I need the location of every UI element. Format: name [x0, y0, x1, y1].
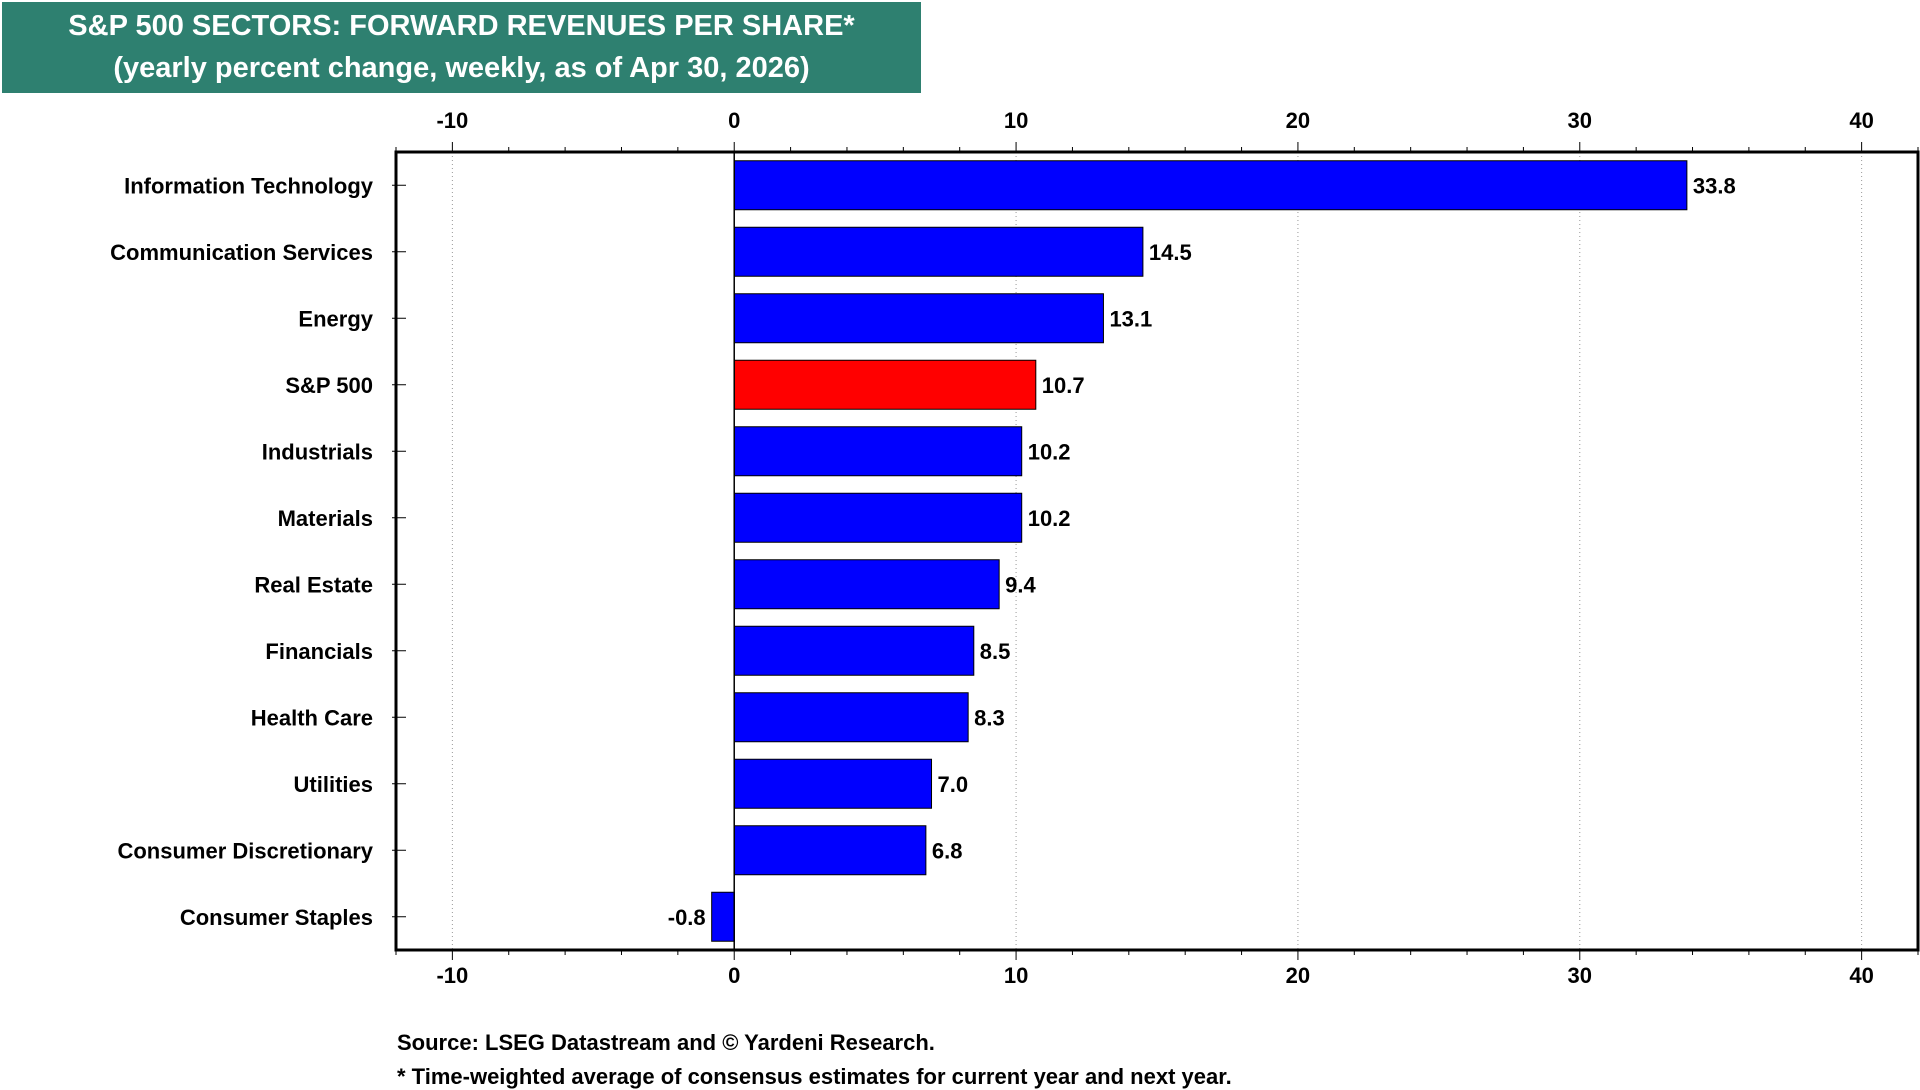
bar — [733, 160, 1688, 211]
category-label: Industrials — [262, 439, 373, 464]
bottom-tick-label: 30 — [1568, 963, 1592, 988]
source-note: Source: LSEG Datastream and © Yardeni Re… — [397, 1030, 935, 1055]
bottom-tick-label: 40 — [1849, 963, 1873, 988]
chart-title-box: S&P 500 SECTORS: FORWARD REVENUES PER SH… — [2, 2, 921, 93]
category-label: Information Technology — [124, 173, 374, 198]
category-label: Utilities — [294, 772, 373, 797]
bar — [733, 226, 1144, 277]
data-label: 7.0 — [938, 772, 969, 797]
category-label: Financials — [265, 639, 373, 664]
category-label: Real Estate — [254, 572, 373, 597]
data-label: 8.5 — [980, 639, 1011, 664]
chart-subtitle: (yearly percent change, weekly, as of Ap… — [113, 52, 810, 84]
bottom-tick-label: -10 — [436, 963, 468, 988]
category-label: Materials — [278, 506, 373, 531]
bar — [733, 559, 1000, 610]
chart-title: S&P 500 SECTORS: FORWARD REVENUES PER SH… — [68, 10, 855, 42]
category-label: Communication Services — [110, 240, 373, 265]
footnote: * Time-weighted average of consensus est… — [397, 1064, 1232, 1089]
top-tick-label: 0 — [728, 108, 740, 133]
bottom-tick-label: 20 — [1286, 963, 1310, 988]
data-label: 14.5 — [1149, 240, 1192, 265]
data-label: 8.3 — [974, 705, 1005, 730]
bar — [733, 758, 933, 809]
bar — [733, 692, 969, 743]
top-tick-label: 20 — [1286, 108, 1310, 133]
data-label: 33.8 — [1693, 173, 1736, 198]
bar — [733, 426, 1023, 477]
category-label: Consumer Staples — [180, 905, 373, 930]
bar — [711, 891, 735, 942]
bar — [733, 293, 1104, 344]
top-tick-label: -10 — [436, 108, 468, 133]
top-tick-label: 40 — [1849, 108, 1873, 133]
bar — [733, 359, 1037, 410]
category-label: Health Care — [251, 705, 373, 730]
data-label: 13.1 — [1109, 306, 1152, 331]
top-tick-label: 30 — [1568, 108, 1592, 133]
data-label: 10.7 — [1042, 373, 1085, 398]
bar — [733, 625, 975, 676]
data-label: 6.8 — [932, 838, 963, 863]
bar — [733, 492, 1023, 543]
data-label: 10.2 — [1028, 439, 1071, 464]
bar — [733, 825, 927, 876]
data-label: 9.4 — [1005, 572, 1036, 597]
bottom-tick-label: 10 — [1004, 963, 1028, 988]
data-label: -0.8 — [668, 905, 706, 930]
category-label: Consumer Discretionary — [117, 838, 373, 863]
bottom-tick-label: 0 — [728, 963, 740, 988]
top-tick-label: 10 — [1004, 108, 1028, 133]
data-label: 10.2 — [1028, 506, 1071, 531]
category-label: Energy — [298, 306, 373, 331]
category-label: S&P 500 — [285, 373, 373, 398]
plot-frame — [394, 150, 1920, 952]
